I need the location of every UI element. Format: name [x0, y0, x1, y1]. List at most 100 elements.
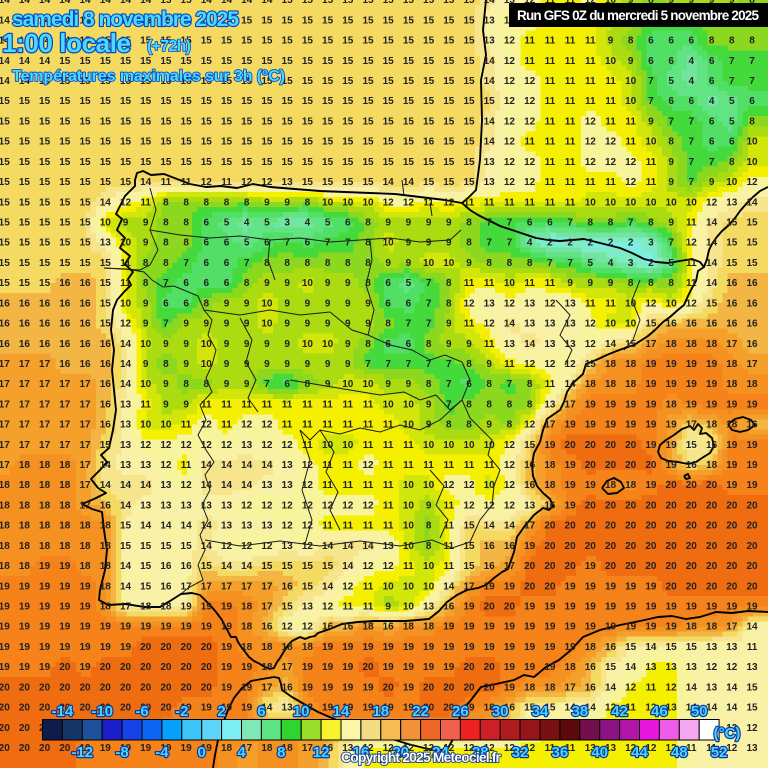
svg-text:10: 10	[322, 339, 334, 350]
svg-text:14: 14	[140, 521, 152, 532]
svg-text:14: 14	[201, 0, 213, 6]
svg-text:18: 18	[39, 541, 51, 552]
svg-text:19: 19	[463, 602, 475, 613]
svg-text:15: 15	[403, 15, 415, 26]
svg-text:18: 18	[686, 339, 698, 350]
svg-text:15: 15	[463, 76, 475, 87]
svg-text:13: 13	[484, 157, 496, 168]
svg-text:17: 17	[746, 359, 758, 370]
svg-text:15: 15	[59, 96, 71, 107]
svg-text:19: 19	[565, 480, 577, 491]
svg-text:14: 14	[706, 278, 718, 289]
svg-text:7: 7	[426, 359, 432, 370]
svg-text:17: 17	[261, 602, 273, 613]
svg-text:6: 6	[689, 96, 695, 107]
svg-text:7: 7	[385, 359, 391, 370]
svg-text:16: 16	[686, 460, 698, 471]
svg-text:15: 15	[100, 76, 112, 87]
svg-text:20: 20	[686, 501, 698, 512]
svg-text:7: 7	[446, 399, 452, 410]
svg-text:15: 15	[342, 137, 354, 148]
svg-text:8: 8	[345, 258, 351, 269]
svg-text:15: 15	[140, 76, 152, 87]
svg-text:6: 6	[709, 117, 715, 128]
svg-text:18: 18	[100, 581, 112, 592]
svg-text:15: 15	[746, 238, 758, 249]
svg-text:8: 8	[527, 399, 533, 410]
svg-text:15: 15	[463, 177, 475, 188]
svg-text:6: 6	[224, 278, 230, 289]
svg-text:8: 8	[183, 238, 189, 249]
svg-text:6: 6	[204, 258, 210, 269]
svg-text:19: 19	[221, 602, 233, 613]
svg-text:12: 12	[140, 440, 152, 451]
svg-text:19: 19	[645, 379, 657, 390]
svg-text:19: 19	[686, 602, 698, 613]
svg-text:19: 19	[625, 399, 637, 410]
svg-text:8: 8	[143, 258, 149, 269]
svg-text:20: 20	[524, 561, 536, 572]
svg-text:16: 16	[59, 339, 71, 350]
svg-text:16: 16	[746, 298, 758, 309]
svg-text:11: 11	[221, 177, 232, 188]
svg-text:10: 10	[463, 440, 475, 451]
svg-text:16: 16	[39, 319, 51, 330]
svg-text:8: 8	[163, 238, 169, 249]
svg-text:9: 9	[345, 359, 351, 370]
svg-text:18: 18	[686, 622, 698, 633]
svg-text:15: 15	[322, 117, 334, 128]
svg-text:15: 15	[0, 218, 10, 229]
svg-text:7: 7	[648, 96, 654, 107]
svg-text:20: 20	[625, 521, 637, 532]
svg-text:15: 15	[120, 137, 132, 148]
svg-text:15: 15	[140, 137, 152, 148]
svg-text:17: 17	[79, 501, 91, 512]
svg-text:11: 11	[423, 460, 434, 471]
svg-text:10: 10	[605, 319, 617, 330]
svg-text:14: 14	[484, 0, 496, 6]
svg-text:15: 15	[322, 0, 334, 6]
svg-text:19: 19	[645, 420, 657, 431]
svg-text:15: 15	[282, 561, 294, 572]
svg-text:9: 9	[466, 258, 472, 269]
svg-text:12: 12	[261, 541, 273, 552]
svg-text:5: 5	[406, 278, 412, 289]
svg-text:15: 15	[19, 137, 31, 148]
svg-text:12: 12	[383, 197, 395, 208]
svg-text:14: 14	[120, 359, 132, 370]
svg-text:17: 17	[79, 480, 91, 491]
svg-text:16: 16	[79, 359, 91, 370]
svg-text:10: 10	[746, 137, 758, 148]
svg-text:9: 9	[163, 379, 169, 390]
svg-text:15: 15	[463, 157, 475, 168]
svg-text:18: 18	[362, 622, 374, 633]
svg-text:9: 9	[264, 278, 270, 289]
svg-text:19: 19	[605, 420, 617, 431]
svg-text:11: 11	[484, 278, 495, 289]
svg-text:14: 14	[524, 339, 536, 350]
svg-text:9: 9	[143, 238, 149, 249]
svg-text:9: 9	[385, 379, 391, 390]
svg-text:14: 14	[19, 36, 31, 47]
svg-text:20: 20	[686, 521, 698, 532]
svg-text:12: 12	[504, 36, 516, 47]
svg-text:9: 9	[183, 319, 189, 330]
svg-text:15: 15	[181, 76, 193, 87]
svg-text:3: 3	[284, 218, 290, 229]
svg-text:15: 15	[322, 36, 334, 47]
svg-text:9: 9	[466, 339, 472, 350]
svg-text:15: 15	[100, 278, 112, 289]
svg-text:19: 19	[726, 602, 738, 613]
svg-text:6: 6	[749, 96, 755, 107]
svg-text:9: 9	[284, 278, 290, 289]
svg-text:8: 8	[749, 117, 755, 128]
svg-text:8: 8	[284, 258, 290, 269]
svg-text:14: 14	[706, 238, 718, 249]
svg-text:14: 14	[140, 480, 152, 491]
svg-text:6: 6	[406, 298, 412, 309]
svg-text:12: 12	[524, 96, 536, 107]
svg-text:17: 17	[39, 440, 51, 451]
svg-text:20: 20	[625, 460, 637, 471]
svg-text:15: 15	[39, 218, 51, 229]
svg-text:15: 15	[383, 157, 395, 168]
